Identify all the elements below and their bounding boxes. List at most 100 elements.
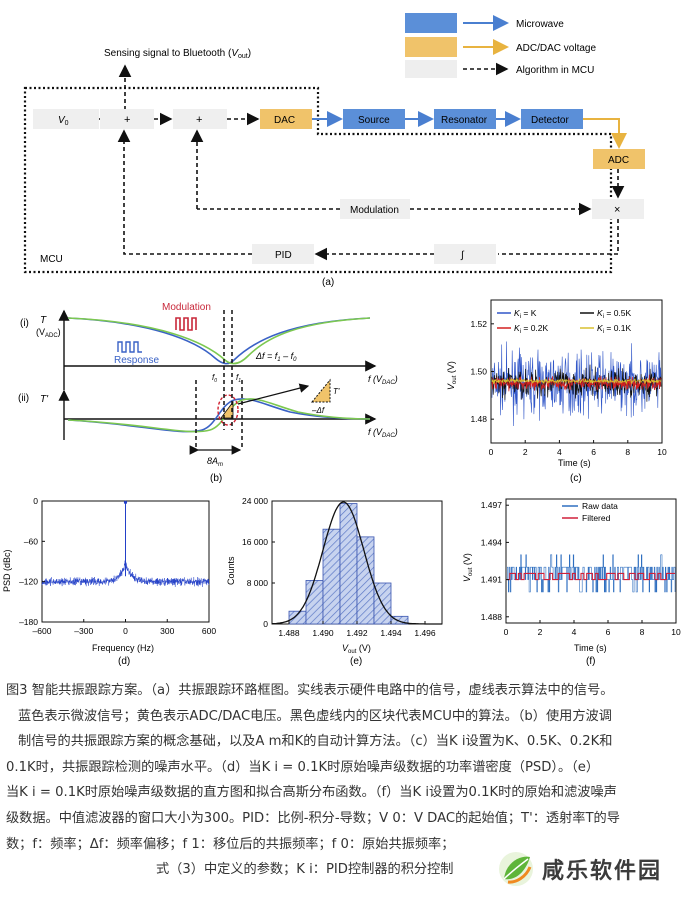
panel-c-series-3 xyxy=(491,377,662,385)
sum-1-label: + xyxy=(124,114,130,126)
panel-f-ytick-label: 1.491 xyxy=(481,575,503,585)
legend-c-2: Ki = 0.2K xyxy=(514,323,549,335)
v0-label: V0 xyxy=(58,115,69,127)
panel-a-legend: Microwave ADC/DAC voltage Algorithm in M… xyxy=(405,13,596,78)
width-label: 8Am xyxy=(207,456,223,468)
panel-e-xlabel: Vout (V) xyxy=(342,643,371,655)
panel-e: 24 000 16 000 8 000 0 1.488 1.490 1.492 1.494 1… xyxy=(226,496,443,667)
panel-f-legend: Raw data Filtered xyxy=(562,501,618,523)
panel-f-xtick-label: 6 xyxy=(606,627,611,637)
panel-e-ytick-label: 24 000 xyxy=(242,496,268,506)
panel-d-xtick-label: 600 xyxy=(202,626,216,636)
panel-b-i: (i) xyxy=(20,318,29,329)
f-axis-label-i: f (VDAC) xyxy=(368,374,398,386)
panel-e-ylabel: Counts xyxy=(226,556,236,585)
caption-line: 蓝色表示微波信号；黄色表示ADC/DAC电压。黑色虚线内的区块代表MCU中的算法… xyxy=(18,708,612,724)
caption-line: 图3 智能共振跟踪方案。（a）共振跟踪环路框图。实线表示硬件电路中的信号，虚线表… xyxy=(6,683,614,698)
panel-e-ytick-label: 8 000 xyxy=(247,578,269,588)
panel-d-xtick-label: –600 xyxy=(33,626,52,636)
integral-box xyxy=(434,244,496,264)
panel-d-xtick-label: 300 xyxy=(160,626,174,636)
modulation-squarewave xyxy=(175,317,197,331)
panel-f-ytick-label: 1.488 xyxy=(481,612,503,622)
zoom-ellipse xyxy=(217,394,239,426)
sensing-signal-label: Sensing signal to Bluetooth (Vout) xyxy=(104,48,251,60)
panel-f-xlabel: Time (s) xyxy=(574,643,607,653)
legend-label-algorithm: Algorithm in MCU xyxy=(516,65,594,76)
panel-d-ytick-label: –120 xyxy=(19,577,38,587)
f1-marker: f1 xyxy=(236,373,241,384)
panel-c-xtick-label: 6 xyxy=(591,447,596,457)
modulation-window-lines xyxy=(195,310,243,448)
panel-c-ytick-label: 1.50 xyxy=(470,367,487,377)
modulation-label: Modulation xyxy=(350,205,399,216)
sum-box-1 xyxy=(100,109,154,129)
modulation-box xyxy=(340,199,410,219)
panel-e-bar xyxy=(322,528,341,625)
panel-f-tag: (f) xyxy=(586,656,595,667)
panel-f-ytick-label: 1.497 xyxy=(481,500,503,510)
panel-e-xtick-label: 1.496 xyxy=(414,628,436,638)
multiply-box xyxy=(592,199,644,219)
panel-d-peak-dot xyxy=(123,500,128,504)
tri-T-label: T' xyxy=(333,387,340,396)
sum-box-2 xyxy=(173,109,227,129)
panel-e-plot-area xyxy=(272,501,442,625)
algorithm-connectors xyxy=(99,112,625,261)
panel-c-series-1 xyxy=(491,364,662,402)
detector-label: Detector xyxy=(531,115,569,126)
legend-c-1: Ki = 0.5K xyxy=(597,308,632,320)
delta-f-label: Δf = f1 – f0 xyxy=(255,351,297,363)
caption-line: 级数据。中值滤波器的窗口大小为300。PID：比例-积分-导数；V 0：V DA… xyxy=(6,810,620,826)
panel-d-xtick-label: –300 xyxy=(74,626,93,636)
caption-line: 数；f：频率；Δf：频率偏移；f 1：移位后的共振频率；f 0：原始共振频率； xyxy=(6,836,455,852)
caption-line: 当K i = 0.1K时原始噪声级数据的直方图和拟合高斯分布函数。（f）当K i… xyxy=(6,785,617,801)
panel-b: (i) (ii) T (VADC) Modulation Response Δf… xyxy=(18,302,398,484)
panel-d: 0 –60 –120 –180 –600 –300 0 300 600 Frequency (… xyxy=(2,496,216,667)
panel-e-bar xyxy=(305,580,324,625)
multiply-label: × xyxy=(614,204,620,216)
dac-label: DAC xyxy=(274,115,295,126)
dac-box xyxy=(260,109,312,129)
panel-e-bar xyxy=(390,615,409,625)
panel-c-series-0 xyxy=(491,341,662,427)
panel-e-xtick-label: 1.490 xyxy=(312,628,334,638)
response-curve-green xyxy=(67,317,371,365)
site-watermark: 咸乐软件园 xyxy=(496,844,674,894)
panel-e-gaussian-fit xyxy=(272,501,442,625)
panel-a-tag: (a) xyxy=(322,277,334,288)
panel-c-xtick-label: 0 xyxy=(489,447,494,457)
legend-label-microwave: Microwave xyxy=(516,19,564,30)
sum-2-label: + xyxy=(196,114,202,126)
figure-3: Microwave ADC/DAC voltage Algorithm in M… xyxy=(2,13,681,667)
panel-e-tag: (e) xyxy=(350,656,362,667)
panel-c-ylabel: Vout (V) xyxy=(446,361,458,390)
caption-line: 制信号的共振跟踪方案的概念基础，以及A m和K的自动计算方法。（c）当K i设置… xyxy=(18,734,613,750)
panel-f-xtick-label: 2 xyxy=(538,627,543,637)
slope-triangle-large xyxy=(310,378,331,403)
panel-c-tag: (c) xyxy=(570,473,582,484)
panel-e-xtick-label: 1.494 xyxy=(380,628,402,638)
tri-f-label: –Δf xyxy=(311,406,325,415)
caption-line: 0.1K时，共振跟踪检测的噪声水平。（d）当K i = 0.1K时原始噪声级数据… xyxy=(6,759,600,775)
panel-c-plot-area xyxy=(491,341,662,427)
modulation-label-b: Modulation xyxy=(162,302,211,313)
panel-d-ytick-label: –180 xyxy=(19,617,38,627)
panel-d-xlabel: Frequency (Hz) xyxy=(92,643,154,653)
f-axis-label-ii: f (VDAC) xyxy=(368,427,398,439)
watermark-text: 咸乐软件园 xyxy=(542,858,663,884)
legend-c-0: Ki = K xyxy=(514,308,537,320)
panel-d-xtick-label: 0 xyxy=(123,626,128,636)
response-label: Response xyxy=(114,355,159,366)
panel-f-frame xyxy=(505,498,677,624)
panel-b-Tprime-label: T' xyxy=(40,394,49,405)
legend-f-raw: Raw data xyxy=(582,501,618,511)
panel-f-plot-area xyxy=(507,554,676,593)
f0-marker: f0 xyxy=(212,373,217,384)
panel-f-ytick-label: 1.494 xyxy=(481,537,503,547)
panel-f-xtick-label: 0 xyxy=(504,627,509,637)
response-curve-blue xyxy=(67,317,371,365)
panel-b-tag: (b) xyxy=(210,473,222,484)
pid-box xyxy=(252,244,314,264)
resonator-label: Resonator xyxy=(441,115,488,126)
